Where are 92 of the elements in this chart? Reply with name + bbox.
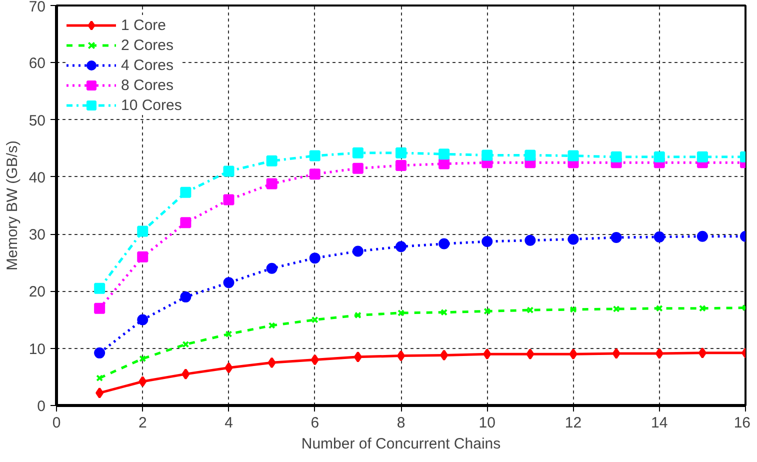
point bbox=[354, 312, 362, 319]
y-tick-label: 20 bbox=[28, 284, 46, 301]
point bbox=[654, 151, 665, 162]
point bbox=[94, 282, 106, 294]
point bbox=[438, 148, 450, 160]
point bbox=[398, 309, 404, 316]
y-tick-label: 70 bbox=[28, 0, 46, 16]
y-tick-label: 0 bbox=[37, 398, 46, 415]
point bbox=[610, 151, 622, 162]
point bbox=[655, 348, 664, 359]
point bbox=[482, 150, 493, 161]
point bbox=[180, 291, 192, 302]
point bbox=[266, 262, 278, 274]
x-tick-label: 16 bbox=[734, 414, 751, 432]
point bbox=[310, 354, 319, 366]
point bbox=[698, 347, 706, 358]
point bbox=[656, 304, 663, 312]
point bbox=[569, 348, 578, 360]
point bbox=[223, 277, 234, 288]
point bbox=[138, 376, 147, 387]
point bbox=[94, 347, 106, 358]
point bbox=[526, 348, 534, 360]
point bbox=[526, 306, 534, 314]
legend-label: 2 Cores bbox=[121, 36, 174, 54]
y-tick-label: 60 bbox=[28, 55, 46, 72]
x-tick-label: 14 bbox=[651, 414, 668, 432]
legend-label: 8 Cores bbox=[121, 76, 174, 94]
point bbox=[139, 355, 146, 362]
legend-label: 4 Cores bbox=[121, 56, 174, 74]
point bbox=[266, 178, 278, 190]
point bbox=[311, 316, 318, 324]
point bbox=[352, 246, 364, 257]
point bbox=[524, 150, 536, 161]
x-tick-label: 12 bbox=[564, 414, 582, 432]
point bbox=[696, 230, 708, 242]
point bbox=[440, 308, 448, 316]
point bbox=[524, 234, 536, 246]
point bbox=[483, 348, 492, 360]
point bbox=[268, 322, 276, 329]
point bbox=[396, 147, 406, 158]
point bbox=[224, 362, 233, 374]
x-tick-label: 4 bbox=[224, 414, 233, 432]
point bbox=[354, 351, 362, 362]
point bbox=[484, 308, 491, 315]
legend-label: 1 Core bbox=[121, 16, 166, 34]
y-tick-label: 40 bbox=[28, 169, 46, 186]
point bbox=[182, 368, 190, 380]
y-axis-title: Memory BW (GB/s) bbox=[4, 140, 21, 270]
x-tick-label: 8 bbox=[396, 414, 406, 432]
point bbox=[182, 340, 190, 348]
point bbox=[568, 150, 579, 162]
point bbox=[309, 168, 320, 180]
point bbox=[137, 251, 148, 262]
point bbox=[309, 252, 320, 264]
point bbox=[570, 306, 577, 313]
point bbox=[180, 186, 192, 198]
legend-label: 10 Cores bbox=[121, 96, 182, 114]
point bbox=[654, 231, 665, 242]
point bbox=[266, 155, 278, 166]
point bbox=[612, 348, 620, 359]
point bbox=[396, 241, 406, 252]
point bbox=[612, 305, 620, 312]
point bbox=[223, 166, 234, 177]
point bbox=[396, 160, 406, 171]
x-tick-label: 0 bbox=[52, 414, 61, 432]
point bbox=[137, 226, 148, 237]
point bbox=[438, 158, 450, 170]
point bbox=[268, 357, 276, 368]
x-axis-title: Number of Concurrent Chains bbox=[301, 436, 501, 452]
point bbox=[223, 194, 234, 206]
x-tick-label: 10 bbox=[478, 414, 496, 432]
point bbox=[96, 374, 104, 382]
point bbox=[568, 234, 579, 245]
y-tick-label: 30 bbox=[28, 226, 46, 244]
point bbox=[180, 217, 192, 228]
y-tick-label: 10 bbox=[28, 340, 46, 358]
point bbox=[698, 304, 706, 312]
point bbox=[137, 314, 148, 326]
point bbox=[610, 232, 622, 243]
point bbox=[696, 151, 708, 162]
point bbox=[96, 387, 104, 398]
x-tick-label: 2 bbox=[138, 414, 147, 432]
point bbox=[352, 162, 364, 174]
point bbox=[482, 236, 493, 247]
point bbox=[352, 147, 364, 158]
point bbox=[225, 330, 232, 338]
point bbox=[94, 302, 106, 314]
y-tick-label: 50 bbox=[28, 112, 46, 130]
point bbox=[309, 150, 320, 162]
x-tick-label: 6 bbox=[310, 414, 320, 432]
point bbox=[440, 350, 448, 361]
point bbox=[438, 238, 450, 250]
